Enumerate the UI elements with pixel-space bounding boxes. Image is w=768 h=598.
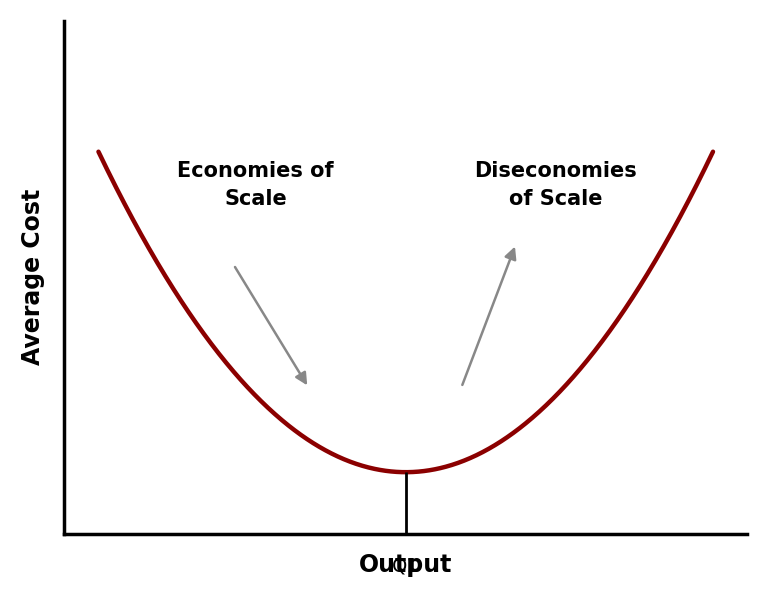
X-axis label: Output: Output xyxy=(359,553,452,577)
Text: Economies of
Scale: Economies of Scale xyxy=(177,161,334,209)
Text: Q1: Q1 xyxy=(392,557,419,576)
Text: Diseconomies
of Scale: Diseconomies of Scale xyxy=(475,161,637,209)
Y-axis label: Average Cost: Average Cost xyxy=(21,189,45,365)
